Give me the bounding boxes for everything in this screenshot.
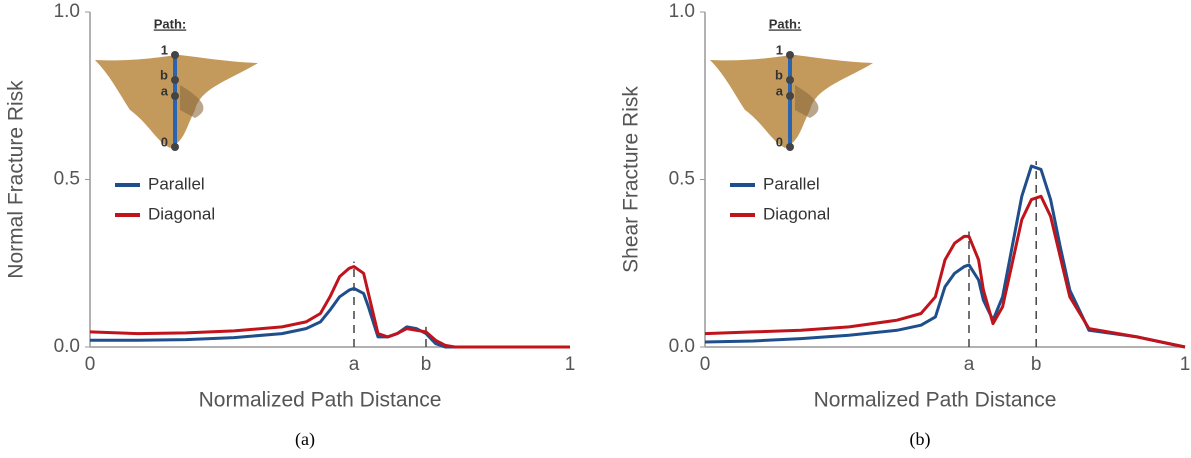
inset-label: a — [161, 83, 169, 98]
caption: (a) — [295, 429, 315, 450]
inset-dot — [786, 92, 794, 100]
inset-label: 0 — [161, 134, 168, 149]
inset-dot — [786, 76, 794, 84]
series-line — [90, 267, 570, 347]
figure: Path:1ba00.00.51.00ab1Normalized Path Di… — [0, 0, 1191, 458]
x-tick-label: a — [964, 354, 975, 375]
inset-label: a — [776, 83, 784, 98]
inset-dot — [171, 76, 179, 84]
x-tick-label: 1 — [1180, 354, 1191, 375]
inset-label: 1 — [776, 42, 783, 57]
legend-label: Parallel — [763, 174, 820, 193]
x-tick-label: 0 — [85, 354, 96, 375]
caption: (b) — [910, 429, 931, 450]
y-tick-label: 0.0 — [669, 336, 695, 357]
x-tick-label: 1 — [565, 354, 576, 375]
y-axis-label: Shear Fracture Risk — [620, 86, 643, 273]
x-tick-label: b — [421, 354, 432, 375]
inset-dot — [171, 143, 179, 151]
inset-dot — [786, 51, 794, 59]
x-tick-label: 0 — [700, 354, 711, 375]
legend-label: Diagonal — [148, 204, 215, 223]
inset-label: b — [775, 67, 783, 82]
inset-title: Path: — [769, 16, 802, 31]
inset-dot — [171, 51, 179, 59]
inset-label: b — [160, 67, 168, 82]
x-axis-label: Normalized Path Distance — [199, 389, 442, 412]
y-tick-label: 1.0 — [669, 1, 695, 22]
inset-label: 0 — [776, 134, 783, 149]
y-tick-label: 0.0 — [54, 336, 80, 357]
y-tick-label: 0.5 — [669, 169, 695, 190]
legend-label: Diagonal — [763, 204, 830, 223]
inset-label: 1 — [161, 42, 168, 57]
inset-dot — [171, 92, 179, 100]
legend-label: Parallel — [148, 174, 205, 193]
inset-title: Path: — [154, 16, 187, 31]
inset-dot — [786, 143, 794, 151]
x-tick-label: a — [349, 354, 360, 375]
y-tick-label: 1.0 — [54, 1, 80, 22]
x-axis-label: Normalized Path Distance — [814, 389, 1057, 412]
y-tick-label: 0.5 — [54, 169, 80, 190]
x-tick-label: b — [1031, 354, 1042, 375]
y-axis-label: Normal Fracture Risk — [5, 80, 28, 279]
